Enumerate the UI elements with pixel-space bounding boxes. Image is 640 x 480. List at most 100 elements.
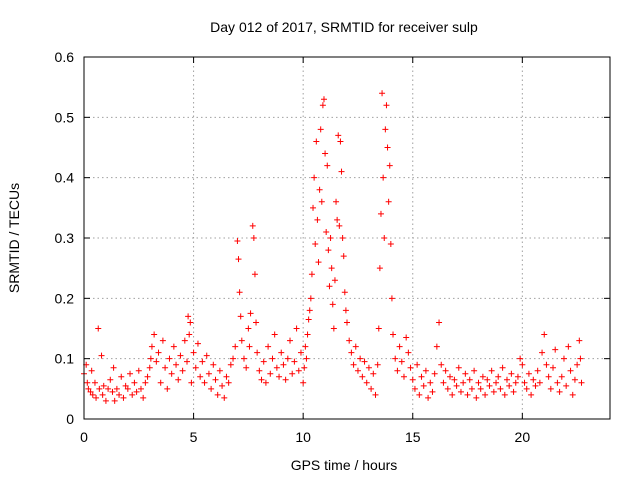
data-point: [429, 388, 436, 395]
x-tick-label: 0: [80, 429, 88, 445]
data-point: [508, 370, 515, 377]
data-point: [284, 355, 291, 362]
data-point: [306, 307, 313, 314]
data-point: [282, 376, 289, 383]
data-point: [475, 379, 482, 386]
data-point: [85, 385, 92, 392]
data-point: [379, 90, 386, 97]
data-point: [310, 204, 317, 211]
data-point: [95, 325, 102, 332]
data-point: [418, 373, 425, 380]
data-point: [135, 367, 142, 374]
data-point: [545, 373, 552, 380]
data-point: [365, 364, 372, 371]
data-point: [383, 102, 390, 109]
x-tick-label: 15: [405, 429, 421, 445]
data-point: [96, 385, 103, 392]
data-point: [464, 391, 471, 398]
data-point: [313, 138, 320, 145]
data-point: [460, 379, 467, 386]
data-point: [142, 379, 149, 386]
data-point: [541, 331, 548, 338]
data-point: [223, 373, 230, 380]
data-point: [532, 382, 539, 389]
data-point: [88, 367, 95, 374]
data-point: [486, 382, 493, 389]
data-point: [243, 364, 250, 371]
data-point: [578, 379, 585, 386]
data-point: [144, 373, 151, 380]
data-point: [427, 379, 434, 386]
data-point: [433, 343, 440, 350]
data-point: [93, 394, 100, 401]
data-point: [554, 379, 561, 386]
data-point: [416, 391, 423, 398]
data-point: [495, 373, 502, 380]
data-point: [265, 343, 272, 350]
data-point: [521, 379, 528, 386]
data-point: [120, 394, 127, 401]
data-point: [361, 358, 368, 365]
data-point: [543, 361, 550, 368]
data-point: [431, 370, 438, 377]
data-point: [234, 238, 241, 245]
data-point: [438, 361, 445, 368]
data-point: [539, 349, 546, 356]
data-point: [269, 355, 276, 362]
data-point: [319, 102, 326, 109]
data-point: [320, 96, 327, 103]
data-point: [341, 289, 348, 296]
data-point: [235, 256, 242, 263]
data-point: [530, 376, 537, 383]
data-point: [466, 376, 473, 383]
data-point: [357, 355, 364, 362]
data-point: [87, 388, 94, 395]
data-point: [374, 361, 381, 368]
data-point: [295, 367, 302, 374]
data-point: [384, 144, 391, 151]
data-point: [210, 361, 217, 368]
data-point: [377, 210, 384, 217]
data-point: [368, 385, 375, 392]
data-point: [236, 289, 243, 296]
data-point: [166, 355, 173, 362]
y-tick-label: 0.5: [55, 109, 75, 125]
data-point: [245, 325, 252, 332]
data-point: [276, 373, 283, 380]
data-point: [493, 379, 500, 386]
data-point: [107, 376, 114, 383]
data-point: [177, 352, 184, 359]
data-point: [514, 373, 521, 380]
data-point: [184, 358, 191, 365]
data-point: [251, 271, 258, 278]
data-point: [528, 391, 535, 398]
data-point: [390, 331, 397, 338]
data-point: [190, 349, 197, 356]
data-point: [254, 349, 261, 356]
data-point: [571, 376, 578, 383]
data-point: [227, 361, 234, 368]
data-point: [385, 198, 392, 205]
data-point: [140, 394, 147, 401]
data-point: [490, 388, 497, 395]
data-point: [342, 307, 349, 314]
data-point: [392, 355, 399, 362]
data-point: [354, 367, 361, 374]
data-point: [565, 343, 572, 350]
data-point: [388, 295, 395, 302]
data-point: [162, 364, 169, 371]
data-point: [201, 379, 208, 386]
data-point: [398, 358, 405, 365]
data-point: [462, 370, 469, 377]
data-point: [510, 388, 517, 395]
data-point: [308, 271, 315, 278]
data-point: [305, 316, 312, 323]
data-point: [151, 331, 158, 338]
y-tick-label: 0.2: [55, 290, 75, 306]
data-point: [293, 325, 300, 332]
data-point: [453, 382, 460, 389]
x-tick-label: 10: [295, 429, 311, 445]
data-point: [425, 394, 432, 401]
data-point: [280, 361, 287, 368]
data-point: [442, 367, 449, 374]
